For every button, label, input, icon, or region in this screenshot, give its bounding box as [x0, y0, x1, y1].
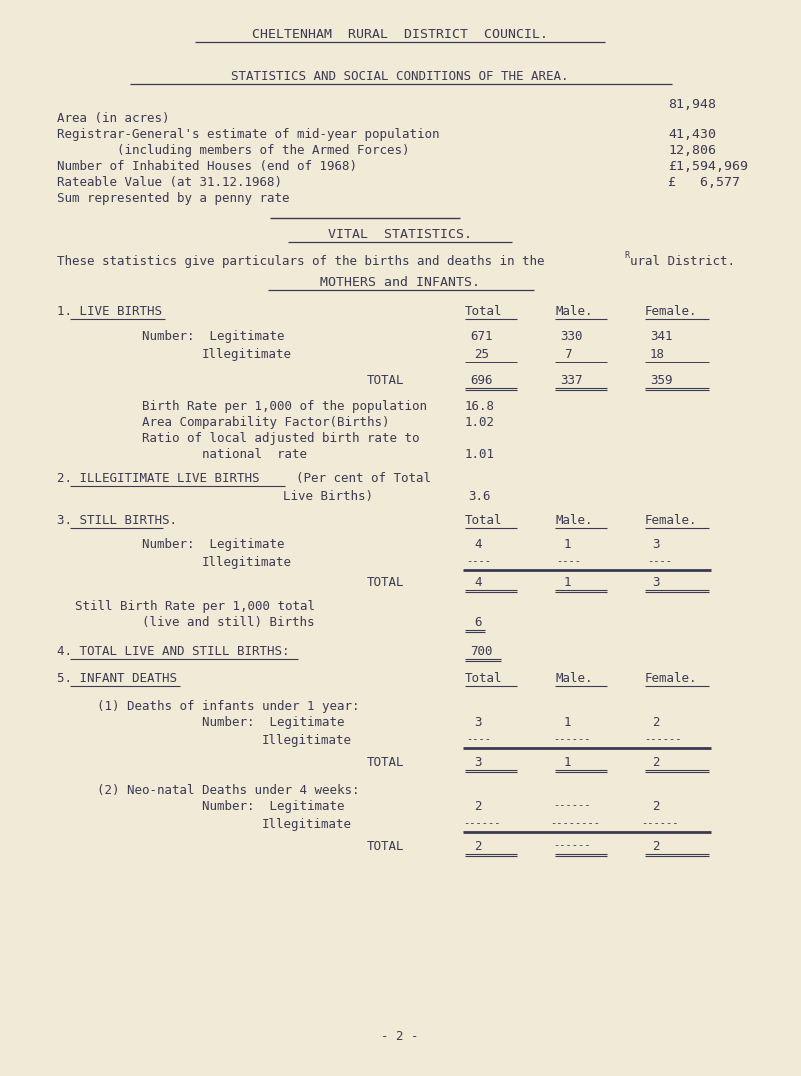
Text: 4: 4 — [474, 576, 481, 589]
Text: £   6,577: £ 6,577 — [668, 176, 740, 189]
Text: 18: 18 — [650, 348, 665, 362]
Text: 337: 337 — [560, 374, 582, 387]
Text: Number:  Legitimate: Number: Legitimate — [202, 716, 344, 730]
Text: VITAL  STATISTICS.: VITAL STATISTICS. — [328, 228, 472, 241]
Text: 4: 4 — [474, 538, 481, 551]
Text: CHELTENHAM  RURAL  DISTRICT  COUNCIL.: CHELTENHAM RURAL DISTRICT COUNCIL. — [252, 28, 548, 41]
Text: ------: ------ — [463, 818, 501, 829]
Text: 7: 7 — [564, 348, 571, 362]
Text: Total: Total — [465, 305, 502, 318]
Text: national  rate: national rate — [202, 448, 307, 461]
Text: Male.: Male. — [555, 672, 593, 685]
Text: (including members of the Armed Forces): (including members of the Armed Forces) — [57, 144, 409, 157]
Text: ----: ---- — [466, 734, 491, 744]
Text: TOTAL: TOTAL — [367, 576, 405, 589]
Text: Female.: Female. — [645, 672, 698, 685]
Text: ------: ------ — [641, 818, 678, 829]
Text: 16.8: 16.8 — [465, 400, 495, 413]
Text: 1: 1 — [564, 576, 571, 589]
Text: 700: 700 — [470, 645, 493, 659]
Text: ------: ------ — [553, 799, 590, 810]
Text: Registrar-General's estimate of mid-year population: Registrar-General's estimate of mid-year… — [57, 128, 440, 141]
Text: ----: ---- — [647, 556, 672, 566]
Text: 696: 696 — [470, 374, 493, 387]
Text: 2. ILLEGITIMATE LIVE BIRTHS: 2. ILLEGITIMATE LIVE BIRTHS — [57, 472, 260, 485]
Text: 25: 25 — [474, 348, 489, 362]
Text: 2: 2 — [474, 840, 481, 853]
Text: 2: 2 — [474, 799, 481, 813]
Text: (live and still) Births: (live and still) Births — [142, 615, 315, 629]
Text: Still Birth Rate per 1,000 total: Still Birth Rate per 1,000 total — [75, 600, 315, 613]
Text: Birth Rate per 1,000 of the population: Birth Rate per 1,000 of the population — [142, 400, 427, 413]
Text: 4. TOTAL LIVE AND STILL BIRTHS:: 4. TOTAL LIVE AND STILL BIRTHS: — [57, 645, 289, 659]
Text: Rateable Value (at 31.12.1968): Rateable Value (at 31.12.1968) — [57, 176, 282, 189]
Text: Male.: Male. — [555, 514, 593, 527]
Text: ----: ---- — [556, 556, 581, 566]
Text: 1.02: 1.02 — [465, 416, 495, 429]
Text: R: R — [624, 251, 629, 260]
Text: Illegitimate: Illegitimate — [262, 734, 352, 747]
Text: Ratio of local adjusted birth rate to: Ratio of local adjusted birth rate to — [142, 431, 420, 445]
Text: - 2 -: - 2 - — [381, 1030, 419, 1043]
Text: 12,806: 12,806 — [668, 144, 716, 157]
Text: Number:  Legitimate: Number: Legitimate — [142, 330, 284, 343]
Text: ----: ---- — [466, 556, 491, 566]
Text: Illegitimate: Illegitimate — [202, 556, 292, 569]
Text: 41,430: 41,430 — [668, 128, 716, 141]
Text: £1,594,969: £1,594,969 — [668, 160, 748, 173]
Text: Number of Inhabited Houses (end of 1968): Number of Inhabited Houses (end of 1968) — [57, 160, 357, 173]
Text: 1: 1 — [564, 756, 571, 769]
Text: 81,948: 81,948 — [668, 98, 716, 111]
Text: 3.6: 3.6 — [468, 490, 490, 502]
Text: Illegitimate: Illegitimate — [262, 818, 352, 831]
Text: Female.: Female. — [645, 305, 698, 318]
Text: ------: ------ — [644, 734, 682, 744]
Text: Sum represented by a penny rate: Sum represented by a penny rate — [57, 192, 289, 206]
Text: 2: 2 — [652, 799, 659, 813]
Text: 3. STILL BIRTHS.: 3. STILL BIRTHS. — [57, 514, 177, 527]
Text: ------: ------ — [553, 840, 590, 850]
Text: 341: 341 — [650, 330, 673, 343]
Text: Live Births): Live Births) — [283, 490, 373, 502]
Text: (Per cent of Total: (Per cent of Total — [296, 472, 431, 485]
Text: ------: ------ — [553, 734, 590, 744]
Text: 1: 1 — [564, 538, 571, 551]
Text: 3: 3 — [652, 538, 659, 551]
Text: 330: 330 — [560, 330, 582, 343]
Text: Area (in acres): Area (in acres) — [57, 112, 170, 125]
Text: 6: 6 — [474, 615, 481, 629]
Text: TOTAL: TOTAL — [367, 840, 405, 853]
Text: TOTAL: TOTAL — [367, 374, 405, 387]
Text: 5. INFANT DEATHS: 5. INFANT DEATHS — [57, 672, 177, 685]
Text: Area Comparability Factor(Births): Area Comparability Factor(Births) — [142, 416, 389, 429]
Text: 3: 3 — [474, 716, 481, 730]
Text: 1: 1 — [564, 716, 571, 730]
Text: 1.01: 1.01 — [465, 448, 495, 461]
Text: 2: 2 — [652, 756, 659, 769]
Text: ural District.: ural District. — [630, 255, 735, 268]
Text: 3: 3 — [652, 576, 659, 589]
Text: Male.: Male. — [555, 305, 593, 318]
Text: --------: -------- — [550, 818, 600, 829]
Text: Female.: Female. — [645, 514, 698, 527]
Text: 2: 2 — [652, 840, 659, 853]
Text: TOTAL: TOTAL — [367, 756, 405, 769]
Text: 1. LIVE BIRTHS: 1. LIVE BIRTHS — [57, 305, 162, 318]
Text: MOTHERS and INFANTS.: MOTHERS and INFANTS. — [320, 277, 480, 289]
Text: Number:  Legitimate: Number: Legitimate — [142, 538, 284, 551]
Text: 671: 671 — [470, 330, 493, 343]
Text: (2) Neo-natal Deaths under 4 weeks:: (2) Neo-natal Deaths under 4 weeks: — [97, 784, 360, 797]
Text: (1) Deaths of infants under 1 year:: (1) Deaths of infants under 1 year: — [97, 700, 360, 713]
Text: 359: 359 — [650, 374, 673, 387]
Text: Number:  Legitimate: Number: Legitimate — [202, 799, 344, 813]
Text: 2: 2 — [652, 716, 659, 730]
Text: Total: Total — [465, 514, 502, 527]
Text: Illegitimate: Illegitimate — [202, 348, 292, 362]
Text: 3: 3 — [474, 756, 481, 769]
Text: These statistics give particulars of the births and deaths in the: These statistics give particulars of the… — [57, 255, 552, 268]
Text: STATISTICS AND SOCIAL CONDITIONS OF THE AREA.: STATISTICS AND SOCIAL CONDITIONS OF THE … — [231, 70, 569, 83]
Text: Total: Total — [465, 672, 502, 685]
